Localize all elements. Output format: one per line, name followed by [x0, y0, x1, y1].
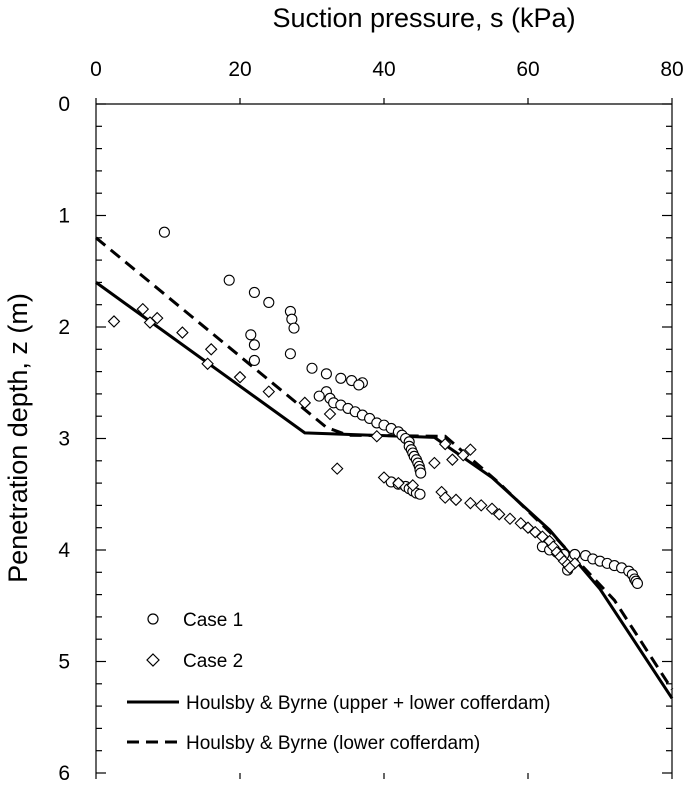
x-tick-label: 20: [228, 58, 251, 81]
data-point-case-2: [150, 311, 164, 325]
series-case-1: [158, 226, 643, 590]
legend-marker-diamond: [146, 653, 160, 667]
data-point-case-2: [464, 443, 477, 456]
data-point-case-2: [107, 315, 121, 328]
data-point-case-1: [263, 296, 275, 309]
y-tick-label: 5: [58, 651, 70, 674]
data-point-case-1: [415, 467, 427, 479]
legend-item-case-2: Case 2: [146, 651, 243, 672]
data-point-case-1: [288, 322, 300, 334]
data-point-case-1: [248, 339, 260, 351]
data-point-case-1: [353, 379, 365, 391]
y-tick-label: 3: [58, 428, 70, 451]
legend: Case 1 Case 2 Houlsby & Byrne (upper + l…: [127, 610, 551, 754]
y-tick-label: 0: [58, 93, 70, 116]
legend-item-case-1: Case 1: [147, 610, 243, 631]
y-tick-label: 2: [58, 316, 70, 339]
data-point-case-2: [262, 385, 276, 398]
data-point-case-2: [201, 357, 214, 371]
data-point-case-2: [428, 456, 441, 470]
x-tick-label: 0: [90, 58, 102, 81]
data-point-case-2: [474, 499, 488, 512]
data-point-case-2: [298, 396, 312, 410]
data-point-case-1: [248, 286, 260, 298]
data-point-case-1: [631, 577, 643, 590]
data-point-case-2: [503, 512, 517, 526]
data-point-case-1: [306, 362, 318, 374]
data-point-case-1: [320, 368, 332, 380]
data-point-case-1: [245, 329, 257, 341]
data-point-case-1: [313, 390, 325, 402]
data-point-case-2: [370, 429, 384, 443]
x-axis: 0 20 40 60 80: [90, 58, 684, 779]
data-point-case-2: [136, 302, 150, 316]
y-tick-label: 1: [58, 205, 70, 228]
data-point-case-1: [158, 226, 170, 238]
data-point-case-1: [335, 372, 347, 384]
x-tick-label: 40: [372, 58, 395, 81]
data-point-case-1: [414, 488, 426, 500]
plot-area: [95, 226, 674, 700]
data-point-case-2: [492, 508, 506, 521]
data-point-case-2: [485, 502, 499, 516]
data-point-case-1: [223, 274, 235, 286]
data-point-case-2: [377, 471, 391, 484]
legend-item-lower-cofferdam: Houlsby & Byrne (lower cofferdam): [127, 733, 480, 754]
legend-label-case-1: Case 1: [183, 610, 243, 631]
data-point-case-2: [233, 370, 247, 384]
data-point-case-2: [438, 491, 452, 504]
data-point-case-1: [248, 354, 260, 367]
data-point-case-2: [330, 462, 344, 475]
data-point-case-2: [392, 476, 405, 490]
data-point-case-2: [456, 448, 470, 462]
data-point-case-2: [204, 343, 218, 356]
y-axis: 0 1 2 3 4 5 6: [58, 93, 672, 785]
x-axis-title: Suction pressure, s (kPa): [272, 3, 575, 33]
legend-marker-circle: [147, 613, 159, 625]
series-line-upper-lower-cofferdam: [95, 281, 674, 700]
data-point-case-2: [464, 496, 477, 510]
data-point-case-2: [446, 453, 459, 466]
data-point-case-2: [563, 561, 577, 575]
legend-item-upper-lower-cofferdam: Houlsby & Byrne (upper + lower cofferdam…: [127, 693, 551, 714]
data-point-case-2: [323, 407, 337, 421]
legend-label-upper-lower-cofferdam: Houlsby & Byrne (upper + lower cofferdam…: [186, 693, 551, 714]
plot-frame: [95, 103, 673, 773]
y-axis-title: Penetration depth, z (m): [3, 293, 33, 583]
y-tick-label: 4: [58, 539, 70, 562]
x-tick-label: 60: [516, 58, 539, 81]
data-point-case-1: [286, 313, 298, 325]
series-case-2: [107, 302, 582, 575]
data-point-case-2: [406, 479, 420, 492]
data-point-case-1: [284, 348, 296, 360]
data-point-case-2: [449, 493, 463, 507]
data-point-case-2: [438, 437, 452, 451]
y-tick-label: 6: [58, 762, 70, 785]
x-tick-label: 80: [660, 58, 683, 81]
data-point-case-2: [176, 326, 189, 339]
legend-label-case-2: Case 2: [183, 651, 243, 672]
legend-label-lower-cofferdam: Houlsby & Byrne (lower cofferdam): [186, 733, 480, 754]
